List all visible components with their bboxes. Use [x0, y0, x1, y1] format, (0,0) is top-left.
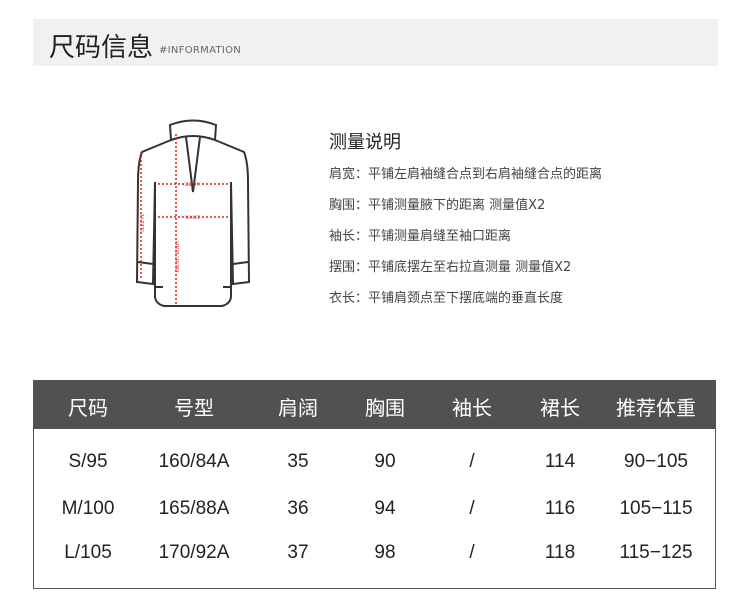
table-cell: 116: [544, 498, 576, 519]
table-cell: 36: [287, 498, 309, 519]
note-line: 摆围：平铺底摆左至右拉直测量 测量值X2: [329, 260, 572, 275]
note-line: 袖长：平铺测量肩缝至袖口距离: [329, 229, 512, 244]
column-header: 裙长: [540, 396, 580, 420]
table-cell: 114: [544, 451, 576, 472]
waist-label: WAIST: [185, 216, 200, 221]
column-header: 袖长: [452, 396, 492, 420]
section-header: 尺码信息 #INFORMATION: [33, 19, 718, 66]
column-header: 推荐体重: [616, 396, 696, 420]
column-header: 胸围: [365, 396, 405, 420]
table-cell: 37: [287, 542, 309, 563]
table-cell: L/105: [64, 542, 112, 563]
chest-label: CHEST: [183, 183, 199, 188]
table-cell: 165/88A: [158, 498, 230, 519]
section-title: 尺码信息: [49, 33, 154, 63]
table-cell: 90−105: [624, 451, 688, 472]
table-cell: 115−125: [619, 542, 693, 563]
column-header: 号型: [174, 396, 214, 420]
table-cell: 35: [287, 451, 309, 472]
table-cell: 118: [544, 542, 576, 563]
size-table: 尺码 号型 肩阔 胸围 袖长 裙长 推荐体重 S/95 160/84A 35 90 / 114 90−1…: [33, 380, 716, 589]
column-header: 肩阔: [278, 396, 318, 420]
section-subtitle: #INFORMATION: [159, 45, 242, 56]
table-header: 尺码 号型 肩阔 胸围 袖长 裙长 推荐体重: [34, 381, 715, 429]
table-cell: 94: [374, 498, 396, 519]
notes-title: 测量说明: [329, 132, 401, 153]
note-line: 衣长：平铺肩颈点至下摆底端的垂直长度: [329, 291, 564, 306]
note-line: 胸围：平铺测量腋下的距离 测量值X2: [329, 198, 546, 213]
garment-measurement-diagram: CHEST WAIST SLEEVE FRONT BODY: [135, 119, 251, 307]
table-cell: /: [469, 451, 475, 472]
table-cell: 170/92A: [158, 542, 230, 563]
table-cell: 98: [374, 542, 396, 563]
front-body-label: FRONT BODY: [176, 240, 181, 272]
table-cell: 160/84A: [158, 451, 230, 472]
column-header: 尺码: [68, 396, 108, 420]
table-cell: S/95: [68, 451, 108, 472]
table-cell: 90: [374, 451, 396, 472]
table-cell: 105−115: [619, 498, 693, 519]
note-line: 肩宽：平铺左肩袖缝合点到右肩袖缝合点的距离: [329, 167, 603, 182]
table-cell: /: [469, 498, 475, 519]
table-cell: /: [469, 542, 475, 563]
sleeve-label: SLEEVE: [141, 213, 146, 232]
table-cell: M/100: [61, 498, 115, 519]
measurement-notes: 测量说明 肩宽：平铺左肩袖缝合点到右肩袖缝合点的距离 胸围：平铺测量腋下的距离 …: [329, 128, 602, 320]
